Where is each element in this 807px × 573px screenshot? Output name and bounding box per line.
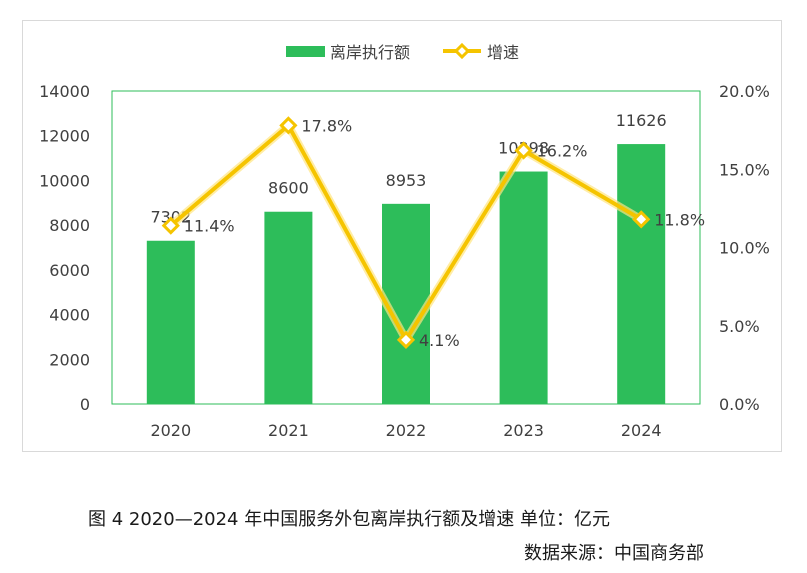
y-left-tick-label: 6000: [49, 261, 90, 280]
combo-chart: 0 2000 4000 6000 8000 10000 12000 14000 0.0% 5.0%…: [39, 42, 770, 440]
bar-value-label: 8600: [268, 179, 309, 198]
growth-value-label: 17.8%: [301, 116, 352, 135]
growth-marker: [514, 141, 533, 160]
growth-value-label: 11.4%: [184, 217, 235, 236]
legend-line-marker: [453, 42, 471, 60]
y-left-tick-label: 2000: [49, 350, 90, 369]
y-right-tick-label: 5.0%: [719, 317, 760, 336]
bar: [146, 240, 195, 404]
y-right-tick-label: 0.0%: [719, 395, 760, 414]
x-tick-label: 2022: [386, 421, 427, 440]
growth-marker: [161, 216, 180, 235]
bar: [264, 211, 313, 404]
y-right-tick-label: 10.0%: [719, 239, 770, 258]
legend-line-label: 增速: [487, 43, 519, 62]
y-right-tick-label: 15.0%: [719, 160, 770, 179]
y-left-tick-label: 10000: [39, 171, 90, 190]
bar: [499, 171, 548, 404]
growth-marker: [632, 210, 651, 229]
growth-marker: [396, 330, 416, 349]
growth-value-label: 11.8%: [654, 210, 705, 229]
y-left-tick-label: 8000: [49, 216, 90, 235]
data-source-note: 数据来源：中国商务部: [524, 543, 704, 564]
figure-caption: 图 4 2020—2024 年中国服务外包离岸执行额及增速 单位：亿元: [88, 509, 610, 530]
growth-value-label: 16.2%: [537, 141, 588, 160]
legend-bar-label: 离岸执行额: [330, 43, 410, 62]
growth-value-label: 4.1%: [419, 331, 460, 350]
bar: [617, 144, 666, 404]
growth-marker: [279, 116, 298, 135]
y-left-tick-label: 12000: [39, 127, 90, 146]
y-right-tick-label: 20.0%: [719, 82, 770, 101]
x-tick-label: 2024: [621, 421, 662, 440]
bar-value-label: 8953: [386, 171, 427, 190]
y-left-tick-label: 14000: [39, 82, 90, 101]
bar-value-label: 11626: [616, 111, 667, 130]
chart-frame: 0 2000 4000 6000 8000 10000 12000 14000 0.0% 5.0%…: [22, 20, 782, 452]
x-tick-label: 2023: [503, 421, 544, 440]
x-tick-label: 2020: [150, 421, 191, 440]
legend-bar-swatch: [286, 46, 325, 57]
y-left-tick-label: 4000: [49, 306, 90, 325]
x-tick-label: 2021: [268, 421, 309, 440]
y-left-tick-label: 0: [80, 395, 90, 414]
